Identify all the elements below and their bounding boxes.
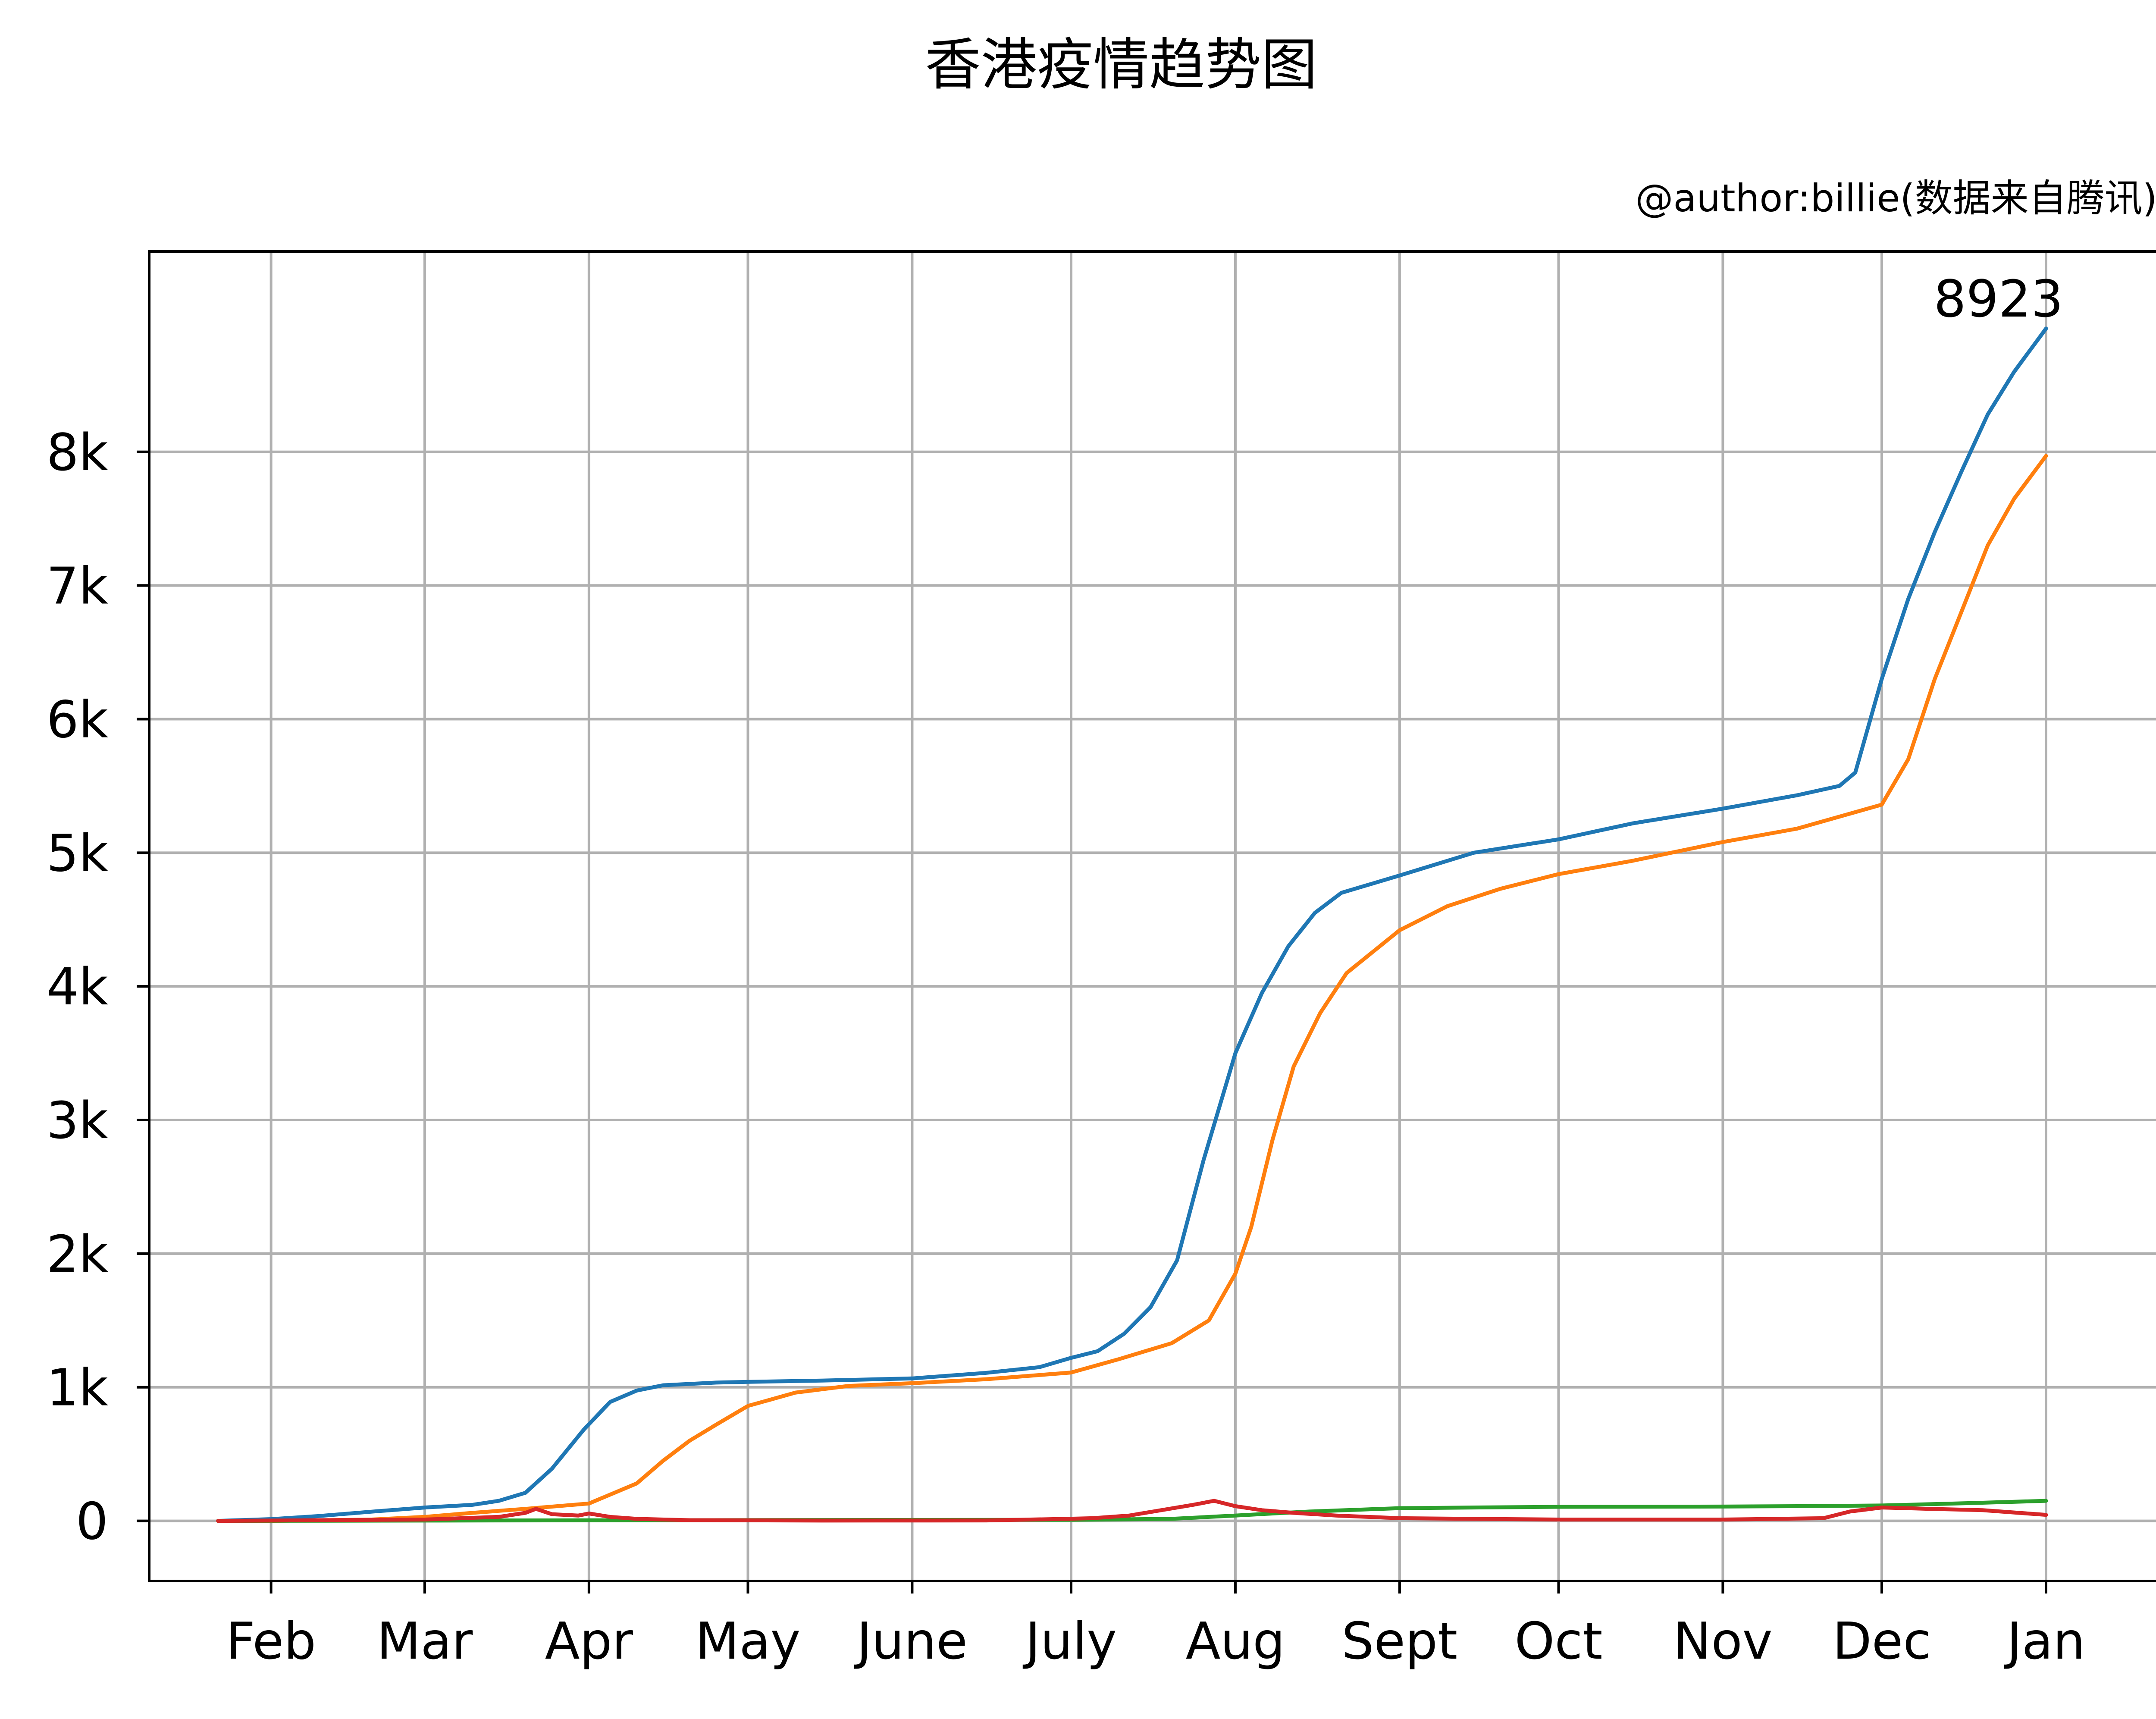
chart-subtitle: @author:billie(数据来自腾讯): [1635, 176, 2156, 220]
x-tick-label: Apr: [545, 1611, 633, 1671]
y-tick-label: 5k: [47, 823, 108, 883]
annotation-label: 8923: [1934, 269, 2063, 329]
x-tick-label: Nov: [1673, 1611, 1772, 1671]
x-tick-label: Sept: [1342, 1611, 1458, 1671]
series-line-0: [216, 326, 2048, 1523]
y-tick-label: 4k: [47, 957, 108, 1016]
x-tick-label: July: [1022, 1611, 1117, 1671]
series-line-3: [216, 1499, 2048, 1523]
y-tick-label: 8k: [47, 423, 108, 482]
x-tick-label: Mar: [377, 1611, 473, 1671]
x-tick-label: May: [696, 1611, 801, 1671]
x-tick-label: June: [854, 1611, 968, 1671]
x-tick-label: Dec: [1833, 1611, 1931, 1671]
x-axis: Feb Mar Apr May June July Aug Sept Oct Nov Dec Jan: [226, 1581, 2085, 1671]
series-line-1: [216, 454, 2048, 1523]
plot-frame: [148, 250, 2156, 1582]
y-tick-label: 0: [76, 1492, 108, 1551]
annotations: 8923: [1934, 269, 2063, 329]
x-tick-label: Feb: [226, 1611, 316, 1671]
y-tick-label: 3k: [47, 1091, 108, 1150]
grid-lines: [149, 251, 2156, 1581]
x-tick-label: Jan: [2004, 1611, 2085, 1671]
y-axis: 0 1k 2k 3k 4k 5k 6k 7k 8k: [47, 423, 149, 1551]
y-tick-label: 2k: [47, 1224, 108, 1284]
series-lines: [216, 326, 2048, 1523]
chart-title: 香港疫情趋势图: [925, 32, 1317, 97]
x-tick-label: Oct: [1514, 1611, 1602, 1671]
y-tick-label: 7k: [47, 556, 108, 616]
y-tick-label: 1k: [47, 1358, 108, 1418]
y-tick-label: 6k: [47, 690, 108, 749]
x-tick-label: Aug: [1186, 1611, 1285, 1671]
